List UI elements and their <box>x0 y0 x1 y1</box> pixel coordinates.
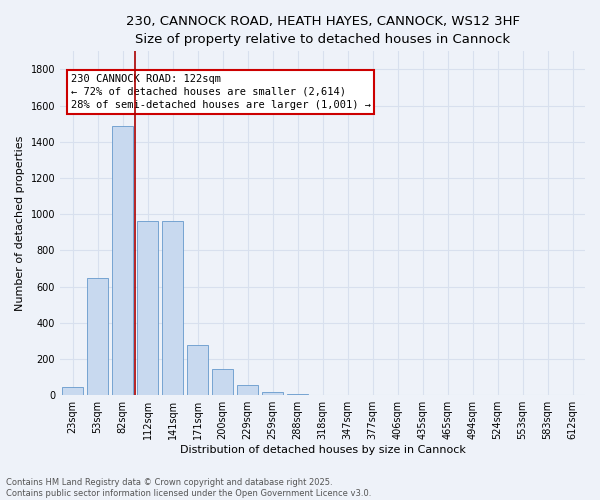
Bar <box>237 386 258 395</box>
Text: Contains HM Land Registry data © Crown copyright and database right 2025.
Contai: Contains HM Land Registry data © Crown c… <box>6 478 371 498</box>
Bar <box>137 222 158 395</box>
Bar <box>62 387 83 395</box>
Bar <box>162 222 183 395</box>
Bar <box>262 392 283 395</box>
Bar <box>112 126 133 395</box>
Text: 230 CANNOCK ROAD: 122sqm
← 72% of detached houses are smaller (2,614)
28% of sem: 230 CANNOCK ROAD: 122sqm ← 72% of detach… <box>71 74 371 110</box>
Bar <box>287 394 308 395</box>
Bar <box>87 278 108 395</box>
X-axis label: Distribution of detached houses by size in Cannock: Distribution of detached houses by size … <box>179 445 466 455</box>
Bar <box>212 369 233 395</box>
Y-axis label: Number of detached properties: Number of detached properties <box>15 136 25 311</box>
Title: 230, CANNOCK ROAD, HEATH HAYES, CANNOCK, WS12 3HF
Size of property relative to d: 230, CANNOCK ROAD, HEATH HAYES, CANNOCK,… <box>125 15 520 46</box>
Bar <box>187 344 208 395</box>
